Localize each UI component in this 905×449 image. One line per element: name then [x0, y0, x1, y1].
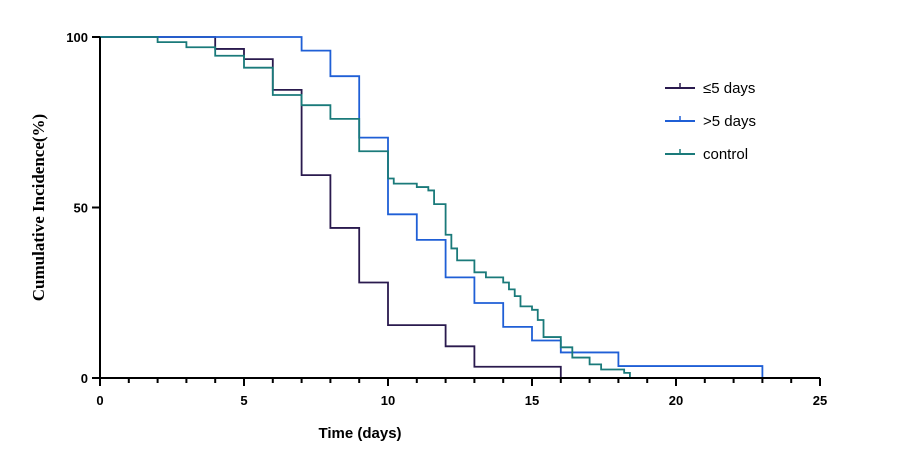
x-tick-label: 15	[525, 393, 539, 408]
series-line-0	[100, 36, 562, 378]
y-tick-label: 50	[74, 201, 88, 216]
x-ticks: 0 5 10 15 20 25	[96, 378, 827, 408]
x-tick-label: 5	[240, 393, 247, 408]
series-line-1	[100, 36, 764, 378]
x-axis-title: Time (days)	[318, 425, 401, 442]
legend-label: ≤5 days	[703, 80, 755, 97]
x-tick-label: 25	[813, 393, 827, 408]
legend: ≤5 days >5 days control	[665, 80, 756, 163]
x-tick-label: 0	[96, 393, 103, 408]
legend-label: control	[703, 146, 748, 163]
x-tick-label: 20	[669, 393, 683, 408]
y-tick-label: 0	[81, 371, 88, 386]
legend-label: >5 days	[703, 113, 756, 130]
x-tick-label: 10	[381, 393, 395, 408]
plot-area	[100, 36, 764, 378]
y-ticks: 0 50 100	[66, 30, 100, 386]
series-line-2	[100, 36, 631, 378]
y-tick-label: 100	[66, 30, 88, 45]
y-axis-title: Cumulative Incidence(%)	[29, 114, 48, 301]
axes: 0 5 10 15 20 25 0 50 100	[66, 30, 827, 408]
